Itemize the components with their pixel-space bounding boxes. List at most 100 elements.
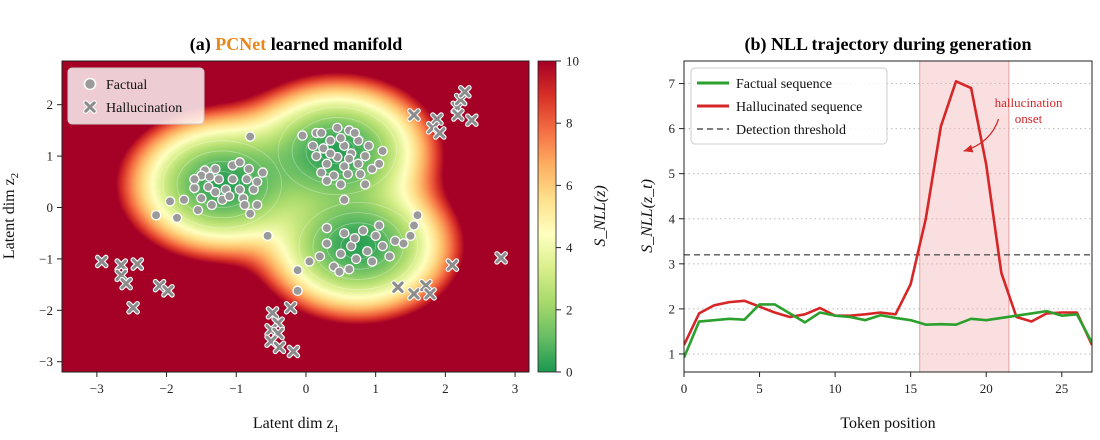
panel-b-xtick-label: 10 [829,381,842,396]
contour-ring-2-3 [298,201,418,291]
hallucination-point [430,112,444,126]
factual-point [412,209,423,221]
factual-point [164,196,176,207]
contour-ring-0-2 [176,150,269,219]
factual-point [366,163,378,175]
panel-a-xtick-label: −2 [160,381,174,396]
factual-point [189,173,200,185]
panel-a-xlabel-sub: 1 [334,423,340,435]
factual-point [318,143,329,154]
panel-a-xtick-label: −3 [90,381,104,396]
factual-point [332,122,343,134]
hallucination-point [265,306,280,320]
colorbar-tick-label: 8 [566,116,573,131]
legend-factual-marker [83,77,97,91]
factual-point [377,145,388,157]
panel-a-xtick-label: −1 [229,381,243,396]
factual-point [241,173,252,185]
panel-a-ticks: −3 −2 −1 0 1 2 3 −3 −2 −1 0 1 2 [39,97,518,396]
hallucination-point [465,113,479,127]
factual-point [363,140,374,152]
factual-point [227,173,239,185]
legend-hallucination-label: Hallucination [106,101,182,116]
factual-point [355,168,366,180]
panel-a-ytick-label: 1 [47,149,54,164]
colorbar-label: S_NLL(z) [592,185,609,246]
panel-b-xtick-label: 15 [904,381,917,396]
legend-threshold-label: Detection threshold [736,123,846,138]
trajectory-lines [684,79,1092,359]
panel-b-xtick-label: 20 [980,381,993,396]
hallucination-point [391,280,405,294]
factual-point [398,238,409,249]
factual-point [370,230,381,242]
panel-b-ytick-label: 2 [669,301,676,316]
panel-b-xtick-label: 25 [1055,381,1068,396]
factual-point [297,130,308,141]
legend-hallucination-marker [83,100,97,114]
panel-a: (a) PCNet learned manifold −3 −2 −1 0 1 2 3−3−… [1,34,609,435]
factual-point [314,251,326,262]
colorbar-tick-label: 2 [566,302,573,317]
panel-a-xlabel-text: Latent dim z [253,415,334,432]
hallucination-point [161,283,175,298]
factual-point [239,199,250,211]
hallucination-point [407,108,421,122]
factual-point [210,163,221,175]
panel-b-label: (b) [745,34,767,55]
factual-point [350,253,362,265]
factual-point [257,167,268,178]
factual-point [321,238,333,249]
panel-b-xlabel: Token position [840,415,935,432]
panel-a-xtick-label: 3 [512,381,519,396]
panel-a-frame [61,60,530,373]
factual-point [352,158,364,170]
factual-point [349,127,360,139]
colorbar-tick-label: 10 [566,54,579,69]
factual-point [357,225,369,236]
factual-point [292,264,303,276]
factual-point [178,194,190,206]
hallucination-point [407,287,421,301]
colorbar [537,60,557,373]
hallucination-point [432,126,447,140]
factual-point [349,233,360,244]
panel-b-ytick-label: 1 [669,346,676,361]
factual-point [343,263,355,275]
factual-point [316,127,327,139]
hallucination-point [445,258,460,272]
hallucination-point [419,278,433,293]
hallucination-point [119,276,133,291]
legend-factual-label: Factual [106,78,147,93]
factual-point [359,179,371,190]
factual-point [203,181,214,193]
factual-point [150,209,162,221]
factual-point [384,251,395,262]
factual-point [213,173,225,185]
panel-a-xtick-label: 0 [303,381,310,396]
panel-a-xlabel: Latent dim z1 [253,415,339,435]
factual-point [204,171,216,182]
panel-a-ylabel: Latent dim z2 [1,173,21,259]
annotation-line-2: onset [1015,111,1043,126]
factual-point [244,208,256,219]
factual-point [321,222,333,234]
factual-point [224,190,235,202]
colorbar-ticks: 0 2 4 6 8 10 [556,54,579,380]
panel-b-ylabel: S_NLL(z_t) [639,179,656,253]
panel-a-ytick-label: −3 [39,354,53,369]
factual-point [251,176,263,188]
panel-a-legend-box [67,67,205,125]
factual-point [325,148,336,159]
panel-b-title: (b) NLL trajectory during generation [745,34,1032,55]
panel-a-label: (a) [190,34,211,55]
factual-point [339,227,350,239]
factual-point [311,150,322,162]
factual-point [262,230,273,242]
scatter-points [94,85,508,359]
factual-point [408,220,420,231]
panel-a-ytick-label: 0 [47,200,54,215]
factual-point [362,245,373,257]
panel-b-ytick-label: 5 [669,166,676,181]
factual-point [373,158,385,170]
